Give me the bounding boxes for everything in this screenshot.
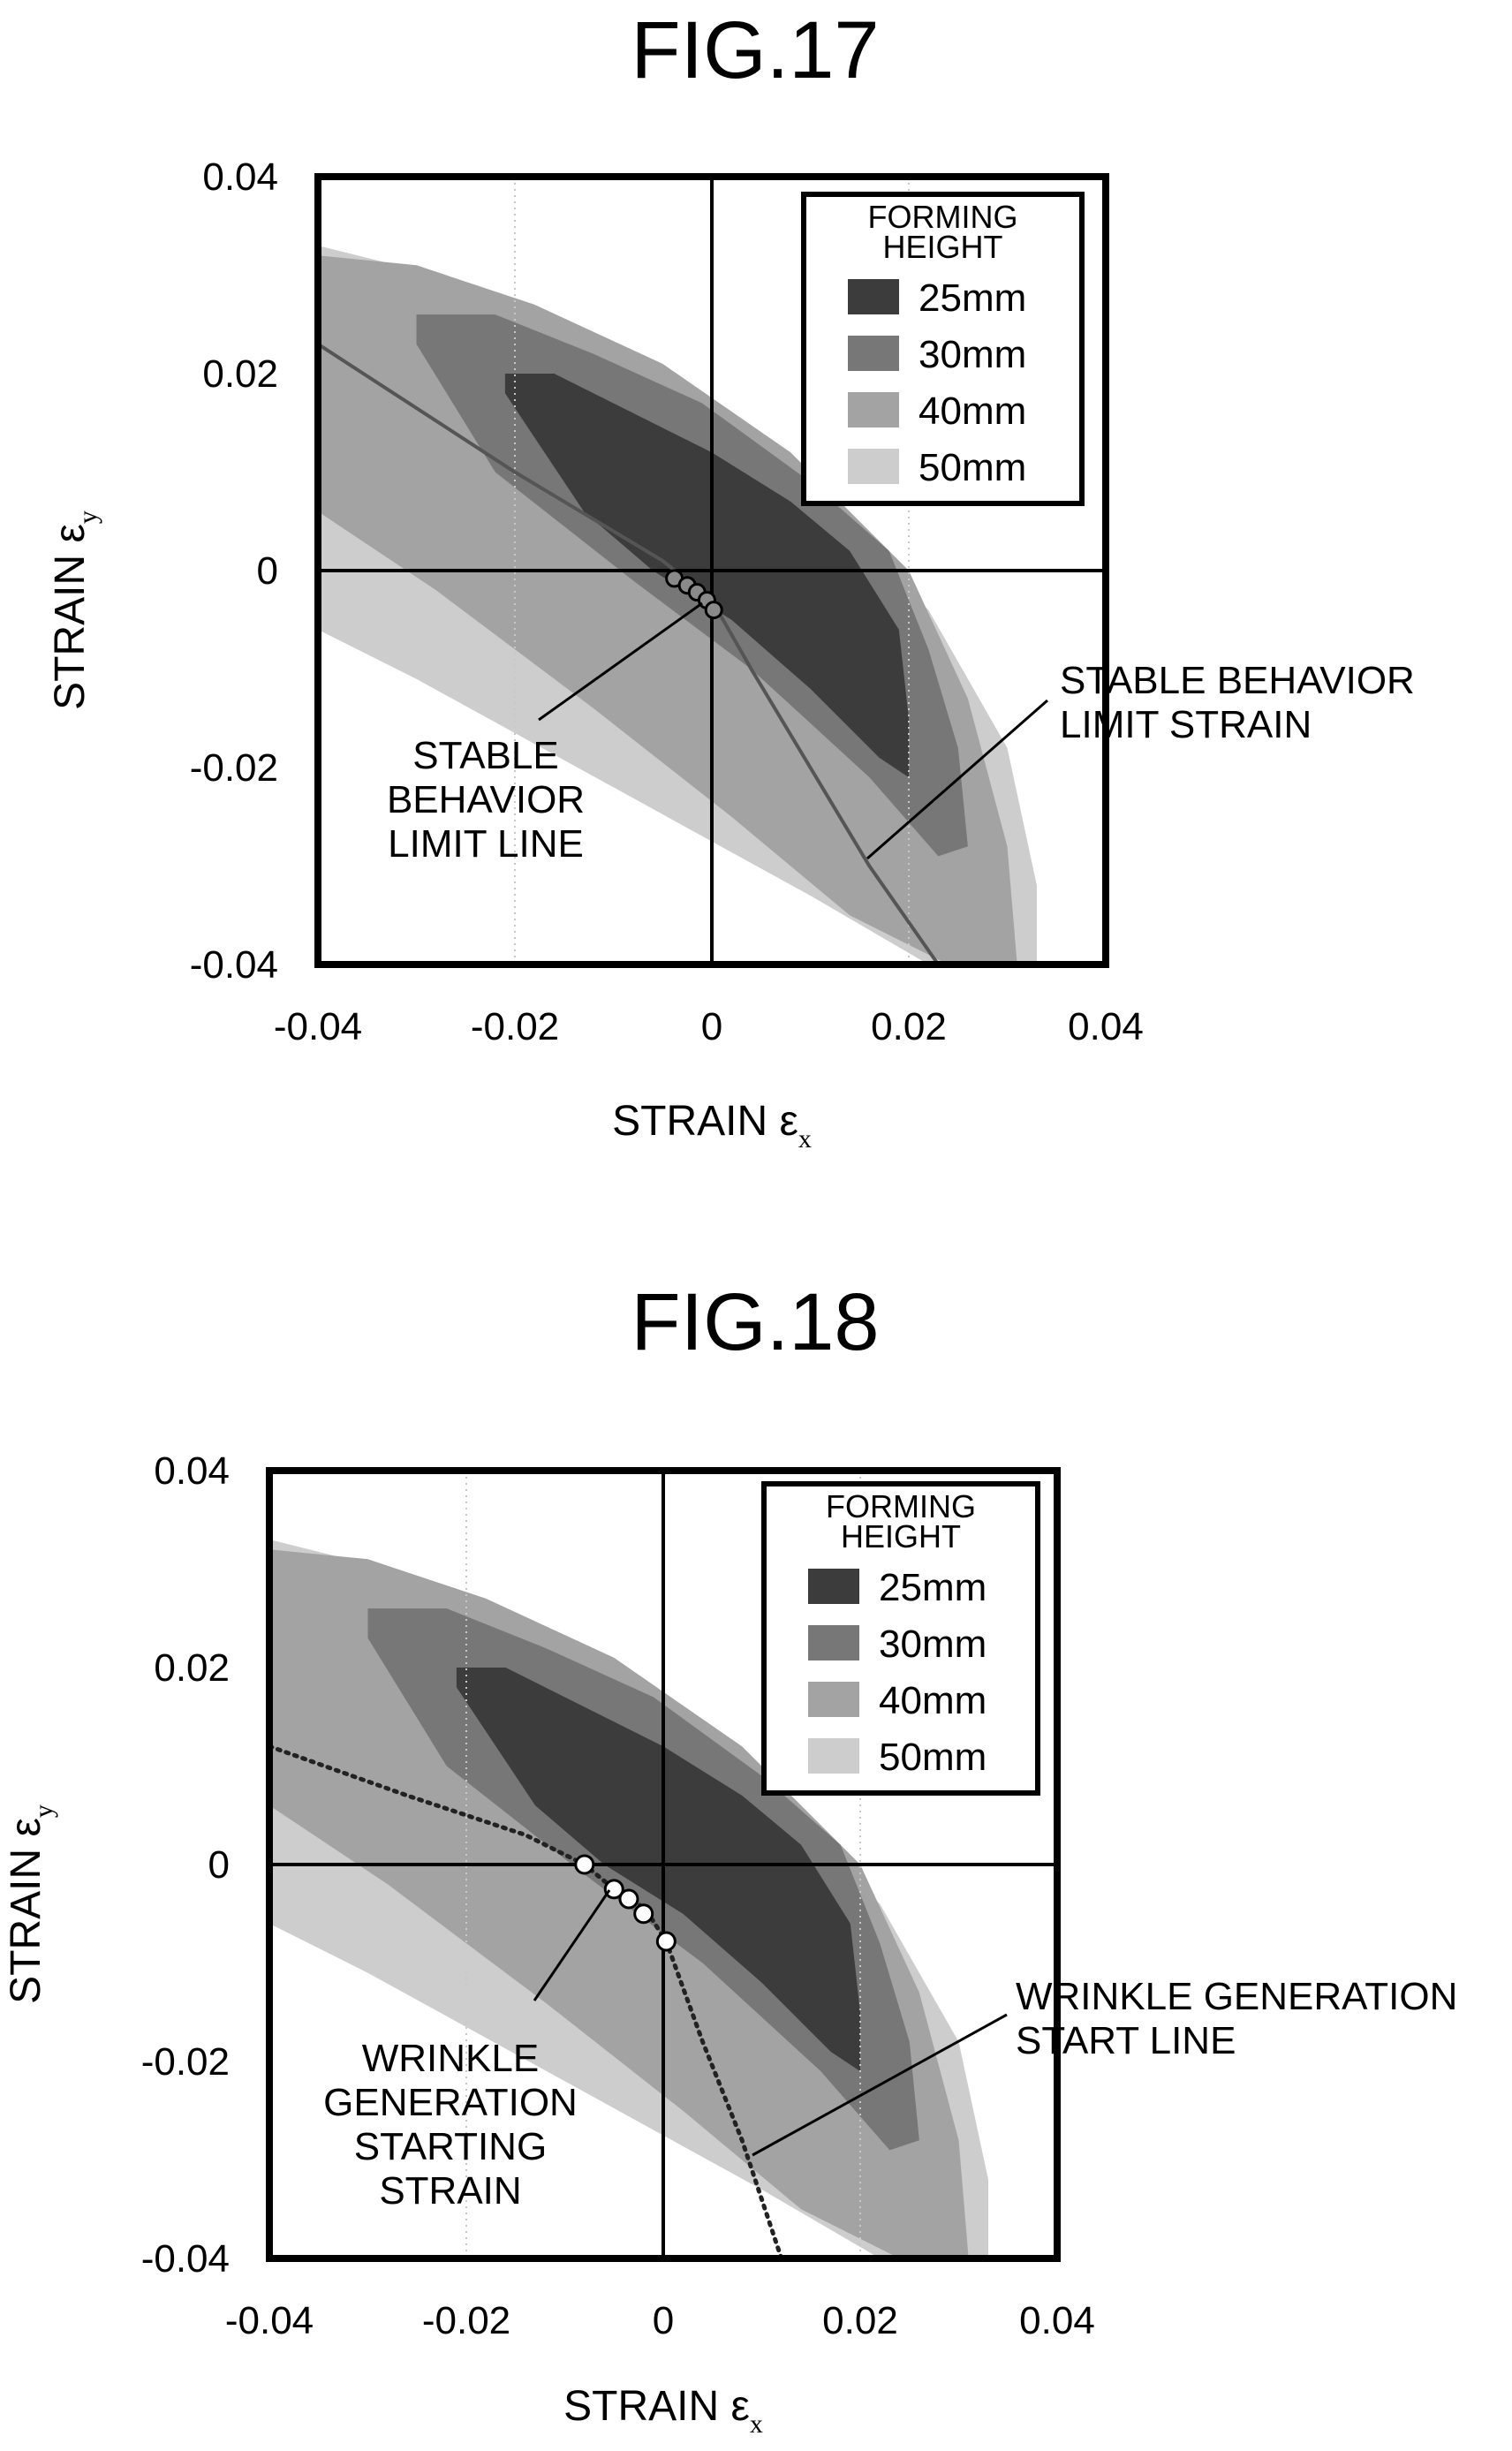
marker-annotation-leader bbox=[538, 601, 703, 722]
legend-swatch-25mm bbox=[848, 279, 899, 314]
y-axis-label-text: STRAIN ε bbox=[47, 524, 94, 710]
y-axis-label-sub: y bbox=[73, 511, 102, 524]
plot-frame bbox=[314, 173, 1109, 968]
line-annotation-text: LIMIT STRAIN bbox=[1060, 703, 1312, 746]
y-tick-label: 0 bbox=[257, 549, 278, 593]
legend-swatch-25mm bbox=[808, 1569, 859, 1604]
marker-annotation-text: STARTING bbox=[354, 2125, 547, 2168]
line-annotation-text: STABLE BEHAVIOR bbox=[1060, 659, 1415, 702]
x-tick-label: -0.02 bbox=[471, 1005, 559, 1048]
x-axis-label-text: STRAIN ε bbox=[563, 2383, 750, 2430]
legend-label: 40mm bbox=[879, 1679, 987, 1722]
data-marker bbox=[704, 601, 723, 620]
y-tick-label: -0.02 bbox=[190, 746, 278, 790]
y-tick-label: -0.04 bbox=[141, 2237, 230, 2281]
x-tick-label: 0.02 bbox=[871, 1005, 947, 1048]
marker-annotation-text: GENERATION bbox=[323, 2081, 578, 2124]
legend-title-line1: FORMING bbox=[868, 199, 1018, 235]
y-axis-label-group: STRAIN εy bbox=[47, 511, 102, 710]
line-annotation-text: START LINE bbox=[1016, 2019, 1236, 2062]
legend-label: 30mm bbox=[879, 1623, 987, 1666]
legend-label: 25mm bbox=[919, 276, 1026, 320]
x-axis-label-sub: x bbox=[798, 1124, 812, 1154]
x-tick-label: -0.02 bbox=[422, 2299, 510, 2342]
x-tick-label: -0.04 bbox=[274, 1005, 362, 1048]
line-annotation-leader bbox=[752, 2013, 1008, 2157]
y-tick-label: 0.04 bbox=[202, 155, 278, 199]
y-axis-label-text: STRAIN ε bbox=[3, 1818, 49, 2004]
y-axis-label-group: STRAIN εy bbox=[3, 1804, 58, 2004]
legend-label: 40mm bbox=[919, 390, 1026, 433]
line-annotation-leader bbox=[866, 699, 1048, 860]
legend-label: 50mm bbox=[919, 446, 1026, 489]
y-tick-label: 0.02 bbox=[154, 1646, 230, 1690]
x-tick-label: -0.04 bbox=[225, 2299, 314, 2342]
figure-17-title: FIG.17 bbox=[631, 5, 880, 95]
x-tick-label: 0 bbox=[653, 2299, 674, 2342]
region-25mm bbox=[456, 1668, 860, 2072]
x-axis-label-text: STRAIN ε bbox=[612, 1098, 798, 1145]
y-axis-label: STRAIN εy bbox=[47, 511, 102, 710]
y-tick-label: -0.04 bbox=[190, 943, 278, 987]
y-tick-label: 0.04 bbox=[154, 1449, 230, 1493]
marker-annotation-text: BEHAVIOR bbox=[387, 778, 585, 821]
legend-title-line2: HEIGHT bbox=[882, 229, 1002, 265]
data-marker bbox=[618, 1888, 639, 1910]
region-25mm bbox=[504, 374, 909, 778]
marker-annotation-leader bbox=[533, 1889, 611, 2001]
x-tick-label: 0.04 bbox=[1068, 1005, 1144, 1048]
figure-18-chart: -0.04 -0.02 0 0.02 0.04 -0.04 -0.02 0 0.02 0.04 ST… bbox=[3, 1449, 1457, 2439]
marker-annotation-text: STABLE bbox=[412, 734, 558, 777]
marker-annotation-text: WRINKLE bbox=[362, 2037, 539, 2080]
legend-swatch-40mm bbox=[848, 392, 899, 427]
legend-title-line1: FORMING bbox=[826, 1488, 976, 1524]
figure-17-chart: -0.04 -0.02 0 0.02 0.04 -0.04 -0.02 0 0.02 0.04 ST… bbox=[47, 155, 1415, 1154]
x-axis-label: STRAIN εx bbox=[563, 2383, 763, 2439]
data-marker bbox=[633, 1903, 654, 1925]
marker-annotation-text: LIMIT LINE bbox=[388, 822, 584, 866]
plot-frame bbox=[266, 1467, 1061, 2262]
legend-swatch-30mm bbox=[808, 1625, 859, 1660]
legend-swatch-40mm bbox=[808, 1682, 859, 1717]
x-tick-label: 0.02 bbox=[822, 2299, 898, 2342]
legend-label: 30mm bbox=[919, 333, 1026, 376]
legend-label: 50mm bbox=[879, 1736, 987, 1779]
y-tick-label: 0.02 bbox=[202, 352, 278, 396]
x-axis-label: STRAIN εx bbox=[612, 1098, 812, 1154]
legend-swatch-30mm bbox=[848, 336, 899, 371]
legend-label: 25mm bbox=[879, 1566, 987, 1609]
data-marker bbox=[574, 1854, 595, 1875]
limit-line bbox=[318, 342, 941, 965]
y-axis-label: STRAIN εy bbox=[3, 1804, 58, 2004]
legend-title-line2: HEIGHT bbox=[841, 1518, 961, 1555]
data-marker bbox=[603, 1879, 624, 1900]
x-tick-label: 0.04 bbox=[1019, 2299, 1095, 2342]
line-annotation-text: WRINKLE GENERATION bbox=[1016, 1975, 1457, 2018]
y-tick-label: 0 bbox=[208, 1843, 230, 1887]
x-axis-label-sub: x bbox=[750, 2409, 763, 2439]
figure-18-title: FIG.18 bbox=[631, 1277, 880, 1367]
legend-swatch-50mm bbox=[808, 1738, 859, 1774]
data-marker bbox=[655, 1931, 677, 1952]
y-tick-label: -0.02 bbox=[141, 2040, 230, 2084]
marker-annotation-text: STRAIN bbox=[379, 2169, 521, 2213]
y-axis-label-sub: y bbox=[29, 1804, 58, 1818]
x-tick-label: 0 bbox=[701, 1005, 722, 1048]
legend-swatch-50mm bbox=[848, 449, 899, 484]
